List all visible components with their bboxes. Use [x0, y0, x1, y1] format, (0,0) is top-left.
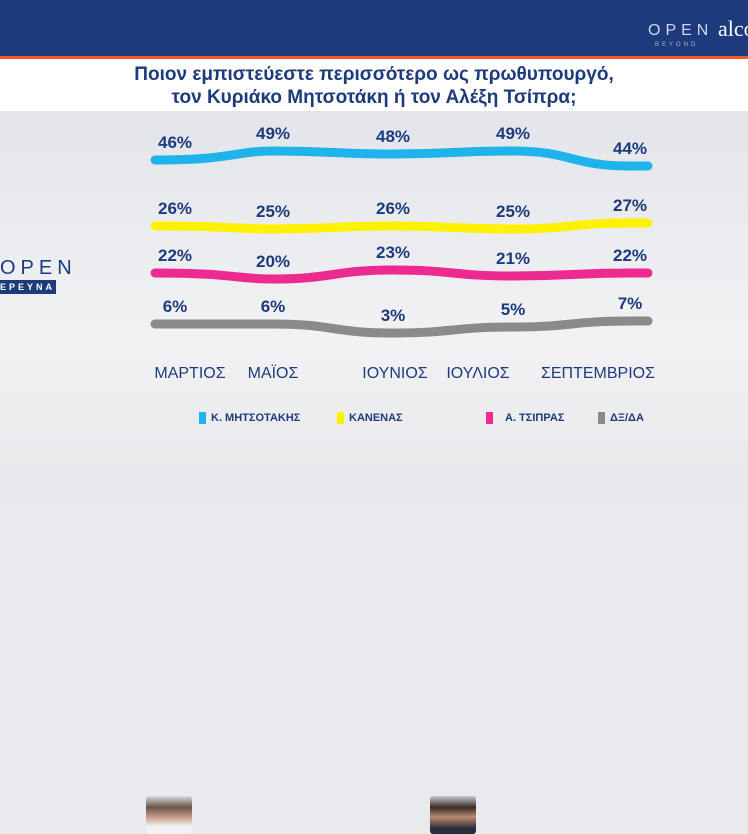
series-line-0: [150, 146, 653, 171]
data-label: 22%: [158, 246, 192, 265]
x-tick-label: ΜΑΪΟΣ: [248, 364, 299, 382]
tsipras-photo: [430, 796, 476, 834]
legend-label: Α. ΤΣΙΠΡΑΣ: [505, 412, 565, 424]
data-label: 25%: [256, 202, 290, 221]
x-tick-label: ΙΟΥΛΙΟΣ: [446, 365, 509, 382]
x-tick-label: ΜΑΡΤΙΟΣ: [154, 365, 225, 382]
data-label: 27%: [613, 196, 647, 215]
legend-swatch: [337, 412, 344, 424]
x-tick-label: ΣΕΠΤΕΜΒΡΙΟΣ: [541, 365, 655, 382]
legend-label: ΚΑΝΕΝΑΣ: [349, 412, 403, 424]
data-label: 22%: [613, 246, 647, 265]
series-line-1: [150, 218, 653, 234]
line-chart: 46% 49% 48% 49% 44% 26% 25% 26% 25% 27% 22% 20% 23% 2…: [150, 124, 655, 382]
data-label: 48%: [376, 127, 410, 146]
legend-item-tsipras: Α. ΤΣΙΠΡΑΣ: [486, 412, 564, 424]
legend-swatch: [486, 412, 493, 424]
data-label: 3%: [381, 306, 406, 325]
data-label: 20%: [256, 252, 290, 271]
open-logo: OPEN: [648, 22, 714, 39]
legend-item-dkda: ΔΞ/ΔΑ: [598, 412, 644, 424]
legend-item-mitsotakis: Κ. ΜΗΤΣΟΤΑΚΗΣ: [199, 412, 300, 424]
legend: Κ. ΜΗΤΣΟΤΑΚΗΣ ΚΑΝΕΝΑΣ Α. ΤΣΙΠΡΑΣ ΔΞ/ΔΑ: [0, 398, 748, 834]
data-label: 7%: [618, 294, 643, 313]
data-label: 26%: [376, 199, 410, 218]
data-label: 44%: [613, 139, 647, 158]
data-label: 46%: [158, 133, 192, 152]
series-line-3: [150, 316, 653, 338]
data-label: 49%: [496, 124, 530, 143]
side-open-logo: OPEN: [0, 257, 77, 279]
header-bar: [0, 0, 748, 56]
x-tick-label: ΙΟΥΝΙΟΣ: [362, 365, 427, 382]
data-label: 25%: [496, 202, 530, 221]
legend-label: ΔΞ/ΔΑ: [610, 412, 644, 424]
legend-label: Κ. ΜΗΤΣΟΤΑΚΗΣ: [211, 412, 301, 424]
legend-item-kanenas: ΚΑΝΕΝΑΣ: [337, 412, 403, 424]
data-label: 26%: [158, 199, 192, 218]
data-label: 6%: [261, 297, 286, 316]
series-line-2: [150, 265, 653, 284]
data-label: 5%: [501, 300, 526, 319]
data-label: 6%: [163, 297, 188, 316]
side-ereuna-logo: ΕΡΕΥΝΑ: [0, 280, 56, 294]
accent-line: [0, 56, 748, 59]
data-label: 23%: [376, 243, 410, 262]
chart-title: Ποιον εμπιστεύεστε περισσότερο ως πρωθυπ…: [134, 64, 614, 85]
mitsotakis-photo: [146, 796, 192, 834]
title-band: Ποιον εμπιστεύεστε περισσότερο ως πρωθυπ…: [0, 59, 748, 111]
alco-logo: alco: [718, 16, 748, 41]
chart-subtitle: τον Κυριάκο Μητσοτάκη ή τον Αλέξη Τσίπρα…: [171, 87, 577, 108]
legend-swatch: [199, 412, 206, 424]
legend-swatch: [598, 412, 605, 424]
data-label: 21%: [496, 249, 530, 268]
beyond-logo-text: BEYOND: [655, 42, 699, 48]
data-label: 49%: [256, 124, 290, 143]
chart-background: [0, 111, 748, 498]
